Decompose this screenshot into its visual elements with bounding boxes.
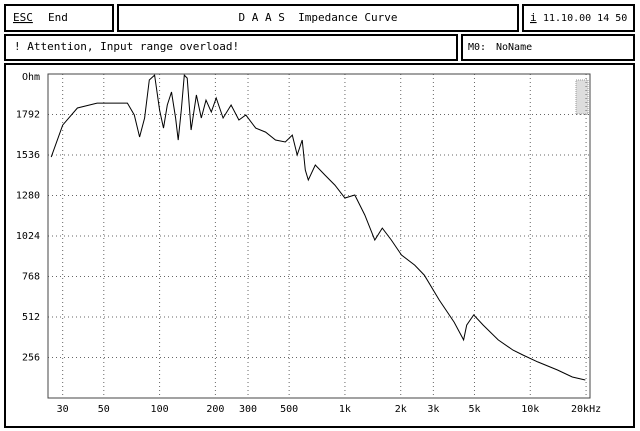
y-tick-label: 1280 [16,191,40,202]
esc-box[interactable] [4,4,114,32]
x-tick-label: 1k [339,404,351,415]
x-tick-label: 10k [521,404,539,415]
y-tick-label: 1536 [16,150,40,161]
info-box[interactable] [522,4,635,32]
x-tick-label: 300 [239,404,257,415]
x-tick-label: 30 [57,404,69,415]
datetime: 11.10.00 14 50 [543,13,627,24]
y-tick-label: 512 [22,312,40,323]
info-key[interactable]: i [530,11,537,24]
indicator [575,79,589,115]
y-axis-label: Ohm [22,72,40,83]
x-tick-label: 100 [151,404,169,415]
title: D A A S Impedance Curve [239,11,398,24]
y-tick-label: 1792 [16,110,40,121]
x-tick-label: 5k [468,404,480,415]
memory-key[interactable]: M0: [468,42,486,53]
y-tick-label: 1024 [16,231,40,242]
x-tick-label: 2k [395,404,407,415]
esc-label[interactable]: End [48,11,68,24]
x-tick-label: 50 [98,404,110,415]
title-box [117,4,519,32]
memory-box[interactable] [461,34,635,61]
message: ! Attention, Input range overload! [14,40,239,53]
x-tick-label: 200 [206,404,224,415]
y-tick-label: 256 [22,353,40,364]
esc-key[interactable]: ESC [13,11,33,24]
x-tick-label: 20kHz [571,404,601,415]
x-tick-label: 3k [427,404,439,415]
memory-name: NoName [496,42,532,53]
y-tick-label: 768 [22,272,40,283]
message-box [4,34,458,61]
impedance-curve [50,73,586,381]
x-tick-label: 500 [280,404,298,415]
plot-frame [47,73,591,399]
chart-box [4,63,635,428]
